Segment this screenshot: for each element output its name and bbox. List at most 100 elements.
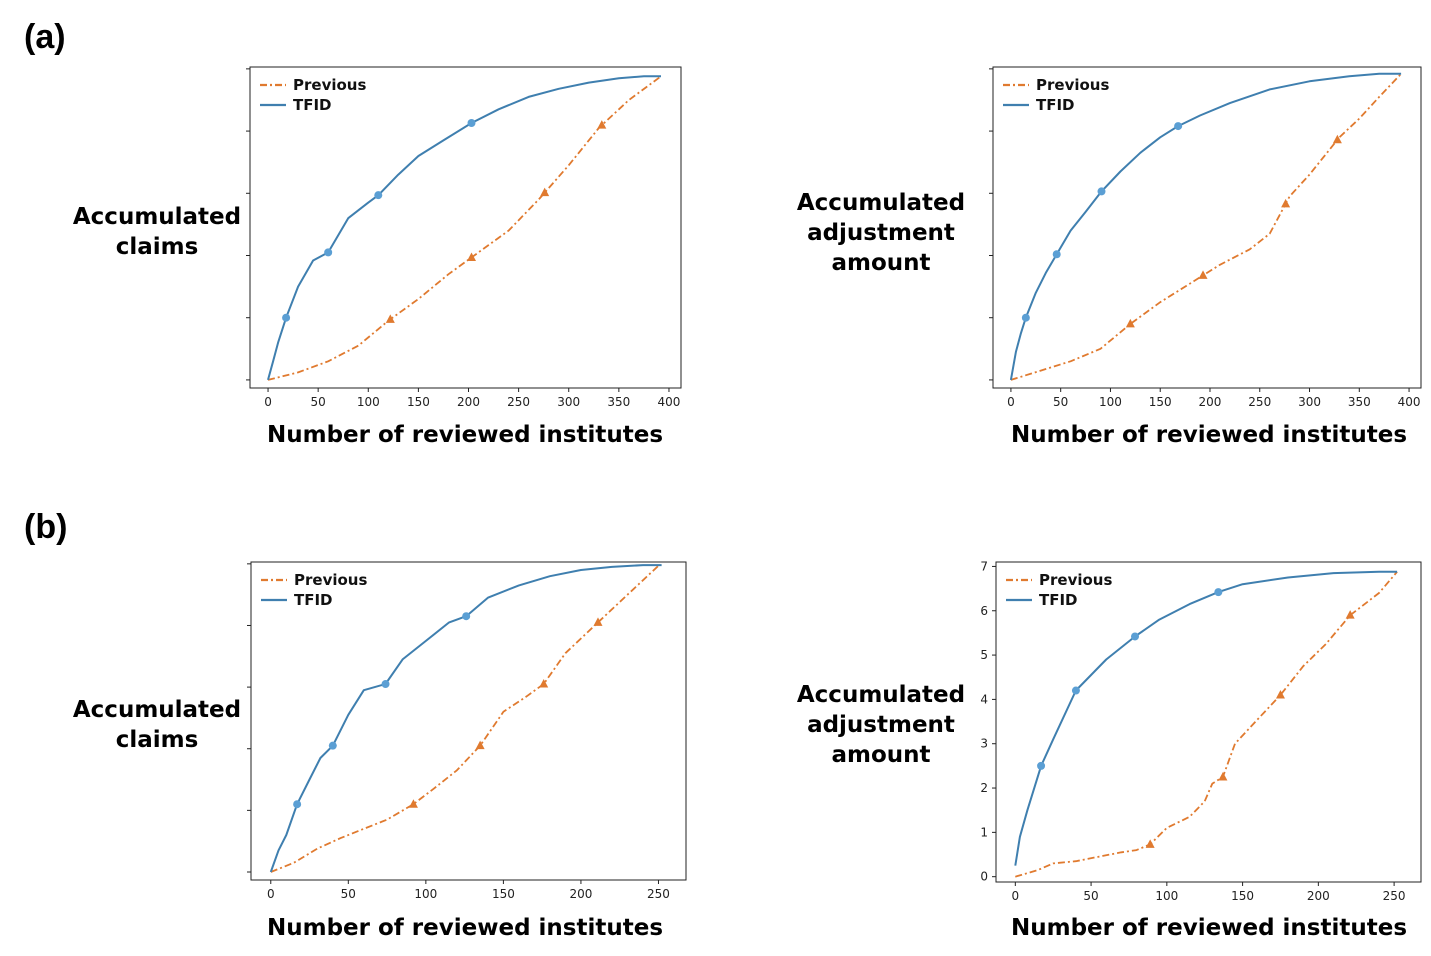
panel-label-a: (a) <box>24 18 66 56</box>
y-axis-label: amount <box>831 250 930 276</box>
plot-frame <box>249 66 682 389</box>
x-tick-label: 300 <box>557 395 580 409</box>
tfid-marker <box>328 741 337 750</box>
previous-marker <box>1332 134 1342 144</box>
legend-tfid-label: TFID <box>1039 591 1078 609</box>
previous-marker <box>408 799 418 808</box>
x-tick-label: 0 <box>1011 889 1019 903</box>
previous-marker <box>1345 610 1355 619</box>
x-tick-label: 150 <box>407 395 430 409</box>
x-tick-label: 150 <box>1149 395 1172 409</box>
previous-marker <box>1125 318 1135 328</box>
legend-previous-label: Previous <box>294 571 367 589</box>
chart-b-claims: 0 50 100 150 200 250 Number of reviewed instit… <box>73 561 687 941</box>
y-axis-label: adjustment <box>807 712 955 738</box>
previous-marker <box>539 679 549 688</box>
previous-marker <box>540 187 550 197</box>
tfid-marker <box>1071 686 1080 695</box>
legend-previous-label: Previous <box>1036 76 1109 94</box>
legend-tfid-label: TFID <box>293 96 332 114</box>
x-tick-label: 50 <box>1053 395 1068 409</box>
previous-marker <box>385 314 395 323</box>
previous-marker <box>1145 839 1155 848</box>
tfid-marker <box>1037 761 1046 770</box>
tfid-marker <box>1214 588 1223 597</box>
tfid-marker <box>462 612 471 621</box>
tfid-marker <box>1021 313 1030 322</box>
y-tick-label: 3 <box>980 737 988 751</box>
x-tick-label: 100 <box>1155 889 1178 903</box>
x-tick-label: 0 <box>267 887 275 901</box>
tfid-marker <box>293 800 302 809</box>
previous-marker <box>1281 198 1291 208</box>
x-tick-label: 400 <box>1398 395 1421 409</box>
series-tfid-line <box>1009 72 1402 381</box>
tfid-marker <box>1052 250 1061 259</box>
x-axis-label: Number of reviewed institutes <box>267 422 663 448</box>
chart-b-adjustment: 0 50 100 150 200 250 0 1 2 3 4 5 6 7 Number of reviewe… <box>797 559 1422 941</box>
y-tick-label: 2 <box>980 781 988 795</box>
x-tick-label: 300 <box>1298 395 1321 409</box>
x-axis-label: Number of reviewed institutes <box>1011 422 1407 448</box>
panel-label-b: (b) <box>24 508 68 546</box>
y-axis-label: Accumulated <box>797 190 965 216</box>
x-axis-label: Number of reviewed institutes <box>267 915 663 941</box>
x-tick-label: 200 <box>569 887 592 901</box>
x-tick-label: 250 <box>507 395 530 409</box>
x-tick-label: 200 <box>1307 889 1330 903</box>
y-axis-label: amount <box>831 742 930 768</box>
x-tick-label: 50 <box>1083 889 1098 903</box>
tfid-marker <box>1097 187 1106 196</box>
series-previous-line <box>1010 73 1402 381</box>
y-tick-label: 4 <box>980 692 988 706</box>
x-tick-label: 250 <box>1383 889 1406 903</box>
x-tick-label: 250 <box>647 887 670 901</box>
y-tick-label: 0 <box>980 870 988 884</box>
tfid-marker <box>374 191 383 200</box>
tfid-marker <box>381 680 390 689</box>
tfid-marker <box>1174 122 1183 131</box>
y-axis-label: claims <box>116 727 199 753</box>
previous-marker <box>1198 270 1208 279</box>
previous-marker <box>597 120 607 129</box>
previous-marker <box>1275 689 1285 699</box>
y-axis-label: adjustment <box>807 220 955 246</box>
x-axis-label: Number of reviewed institutes <box>1011 915 1407 941</box>
x-tick-label: 200 <box>1199 395 1222 409</box>
tfid-marker <box>324 248 333 257</box>
x-tick-label: 350 <box>1348 395 1371 409</box>
y-axis-label: Accumulated <box>797 682 965 708</box>
tfid-marker <box>282 313 291 322</box>
legend-tfid-label: TFID <box>294 591 333 609</box>
previous-marker <box>1218 771 1228 781</box>
x-tick-label: 150 <box>492 887 515 901</box>
legend-previous-label: Previous <box>293 76 366 94</box>
x-tick-label: 50 <box>311 395 326 409</box>
x-tick-label: 100 <box>1099 395 1122 409</box>
y-tick-label: 7 <box>980 559 988 573</box>
x-tick-label: 250 <box>1248 395 1271 409</box>
plot-frame <box>995 561 1422 883</box>
x-tick-label: 350 <box>607 395 630 409</box>
series-previous-line <box>270 565 660 873</box>
x-tick-label: 150 <box>1231 889 1254 903</box>
previous-marker <box>593 617 603 626</box>
y-axis-label: Accumulated <box>73 697 241 723</box>
previous-marker <box>467 252 477 261</box>
chart-a-adjustment: 0 50 100 150 200 250 300 350 400 Number of review… <box>797 66 1422 448</box>
x-tick-label: 100 <box>357 395 380 409</box>
series-tfid-line <box>1014 570 1398 866</box>
y-tick-label: 6 <box>980 604 988 618</box>
series-previous-line <box>267 75 662 381</box>
y-tick-label: 5 <box>980 648 988 662</box>
series-previous-line <box>1015 571 1398 878</box>
y-axis-label: claims <box>116 234 199 260</box>
y-axis-label: Accumulated <box>73 204 241 230</box>
tfid-marker <box>467 118 476 127</box>
series-tfid-line <box>267 75 661 381</box>
previous-marker <box>475 740 485 750</box>
plot-frame <box>992 66 1422 389</box>
series-tfid-line <box>269 564 662 873</box>
plot-frame <box>250 561 687 881</box>
x-tick-label: 400 <box>658 395 681 409</box>
